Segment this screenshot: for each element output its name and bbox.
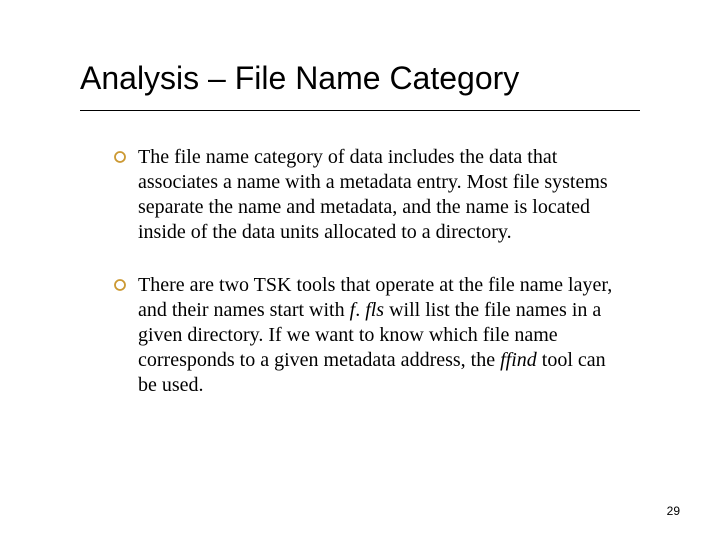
- paragraph-text: There are two TSK tools that operate at …: [138, 273, 628, 398]
- page-number: 29: [667, 504, 680, 518]
- paragraph-block: The file name category of data includes …: [138, 145, 628, 245]
- paragraph-text: The file name category of data includes …: [138, 145, 628, 245]
- slide-title: Analysis – File Name Category: [80, 60, 660, 97]
- ring-bullet-icon: [114, 151, 126, 163]
- ring-bullet-icon: [114, 279, 126, 291]
- slide: Analysis – File Name Category The file n…: [0, 0, 720, 540]
- title-underline: [80, 110, 640, 111]
- paragraph-block: There are two TSK tools that operate at …: [138, 273, 628, 398]
- slide-body: The file name category of data includes …: [138, 145, 628, 426]
